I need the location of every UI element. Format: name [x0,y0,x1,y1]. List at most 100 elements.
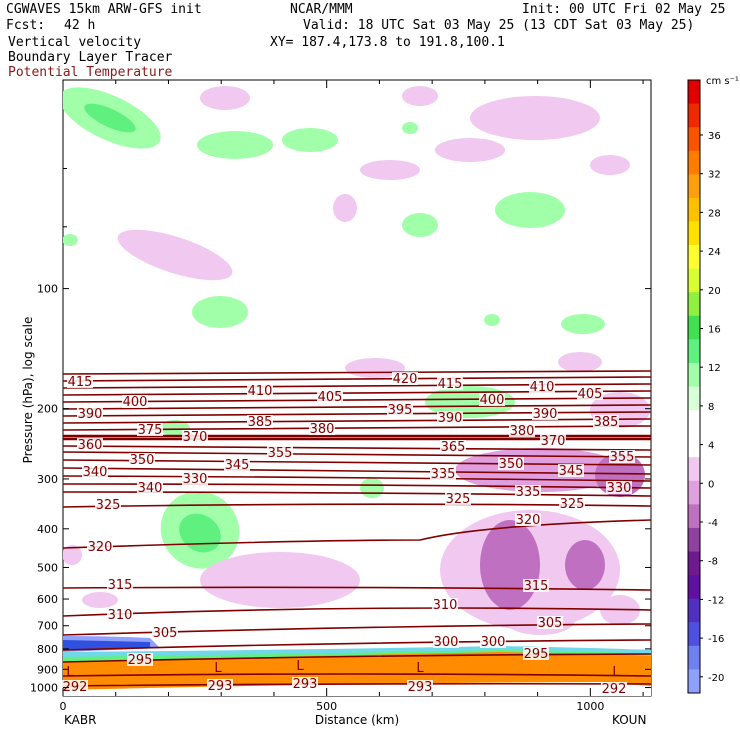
theta-label-bg [437,377,463,390]
colorbar-swatch [688,504,700,529]
theta-label: 293 [293,677,318,692]
theta-label-bg [127,653,153,666]
theta-label-bg [207,679,233,692]
theta-label: 380 [310,422,335,437]
colorbar-label: 12 [708,363,721,374]
right-station-label: KOUN [612,713,646,727]
theta-label-bg [129,453,155,466]
theta-label: 385 [594,415,619,430]
colorbar-label: 20 [708,286,721,297]
theta-label-bg [267,446,293,459]
theta-label: 380 [510,424,535,439]
theta-label: 405 [318,390,343,405]
x-tick-label: 0 [60,700,67,713]
theta-label-bg [445,492,471,505]
theta-label-bg [498,457,524,470]
theta-label-bg [609,450,635,463]
colorbar-swatch [688,268,700,293]
theta-label: 335 [516,485,541,500]
theta-label: 340 [83,465,108,480]
theta-label: 293 [208,679,233,694]
theta-label-bg [479,393,505,406]
theta-label-bg [407,680,433,693]
theta-label-bg [432,598,458,611]
theta-label: 325 [96,498,121,513]
theta-label: 355 [610,450,635,465]
theta-label: 355 [268,446,293,461]
theta-label-bg [523,647,549,660]
theta-label: 345 [225,458,250,473]
field-boundary-layer-tracer: Boundary Layer Tracer [8,50,173,65]
theta-label: 320 [88,540,113,555]
theta-label: 360 [78,438,103,453]
field-vertical-velocity: Vertical velocity [8,35,142,50]
theta-label: 385 [248,415,273,430]
colorbar-swatch [688,433,700,458]
colorbar-swatch [688,410,700,435]
theta-label-bg [107,578,133,591]
theta-label-bg [480,635,506,648]
colorbar-swatch [688,197,700,222]
theta-label-bg [509,424,535,437]
y-tick-label: 100 [37,283,58,296]
theta-label: 410 [530,380,555,395]
theta-label: 335 [431,467,456,482]
colorbar-frame [687,79,701,694]
theta-label: 295 [128,653,153,668]
theta-label-bg [62,680,88,693]
colorbar-label: -4 [708,518,718,529]
theta-label: 315 [108,578,133,593]
theta-label-bg [515,485,541,498]
colorbar-swatch [688,245,700,270]
field-potential-temperature: Potential Temperature [8,65,173,80]
theta-label-bg [606,481,632,494]
colorbar-label: 28 [708,208,721,219]
theta-label-bg [593,415,619,428]
theta-label-bg [532,407,558,420]
colorbar-label: 0 [708,479,714,490]
init-time: Init: 00 UTC Fri 02 May 25 [522,2,726,17]
theta-label-bg [529,380,555,393]
theta-label: 415 [438,377,463,392]
theta-label: 390 [78,407,103,422]
low-marker: L [416,661,424,676]
colorbar-swatch [688,622,700,647]
theta-label: 370 [541,434,566,449]
theta-label: 330 [183,472,208,487]
colorbar-label: 8 [708,402,714,413]
y-tick-label: 500 [37,561,58,574]
colorbar-label: 4 [708,441,714,452]
colorbar-swatch [688,80,700,105]
theta-label-bg [537,616,563,629]
colorbar-swatch [688,551,700,576]
org-label: NCAR/MMM [290,2,353,17]
x-tick-label: 1000 [576,700,604,713]
theta-label-bg [387,403,413,416]
theta-label-bg [558,464,584,477]
theta-label: 345 [559,464,584,479]
left-station-label: KABR [64,713,96,727]
theta-label: 325 [560,497,585,512]
theta-label-bg [540,434,566,447]
theta-label-bg [430,467,456,480]
colorbar-swatch [688,150,700,175]
theta-label-bg [309,422,335,435]
colorbar-swatch [688,292,700,317]
colorbar-swatch [688,386,700,411]
theta-label-bg [122,395,148,408]
colorbar-swatch [688,527,700,553]
theta-label: 300 [434,635,459,650]
theta-label: 340 [138,481,163,496]
theta-label-bg [95,498,121,511]
y-tick-label: 800 [37,643,58,656]
theta-label: 400 [480,393,505,408]
valid-time: Valid: 18 UTC Sat 03 May 25 (13 CDT Sat … [303,18,695,33]
theta-label-group: 415 410 405 420 415 410 405 400 400 395 390 390 390 3… [62,372,635,697]
theta-label-bg [392,372,418,385]
theta-label-bg [87,540,113,553]
theta-label: 305 [153,626,178,641]
theta-label-bg [77,438,103,451]
low-marker: L [612,665,620,680]
colorbar-label: 24 [708,247,721,258]
theta-label-bg [137,423,163,436]
